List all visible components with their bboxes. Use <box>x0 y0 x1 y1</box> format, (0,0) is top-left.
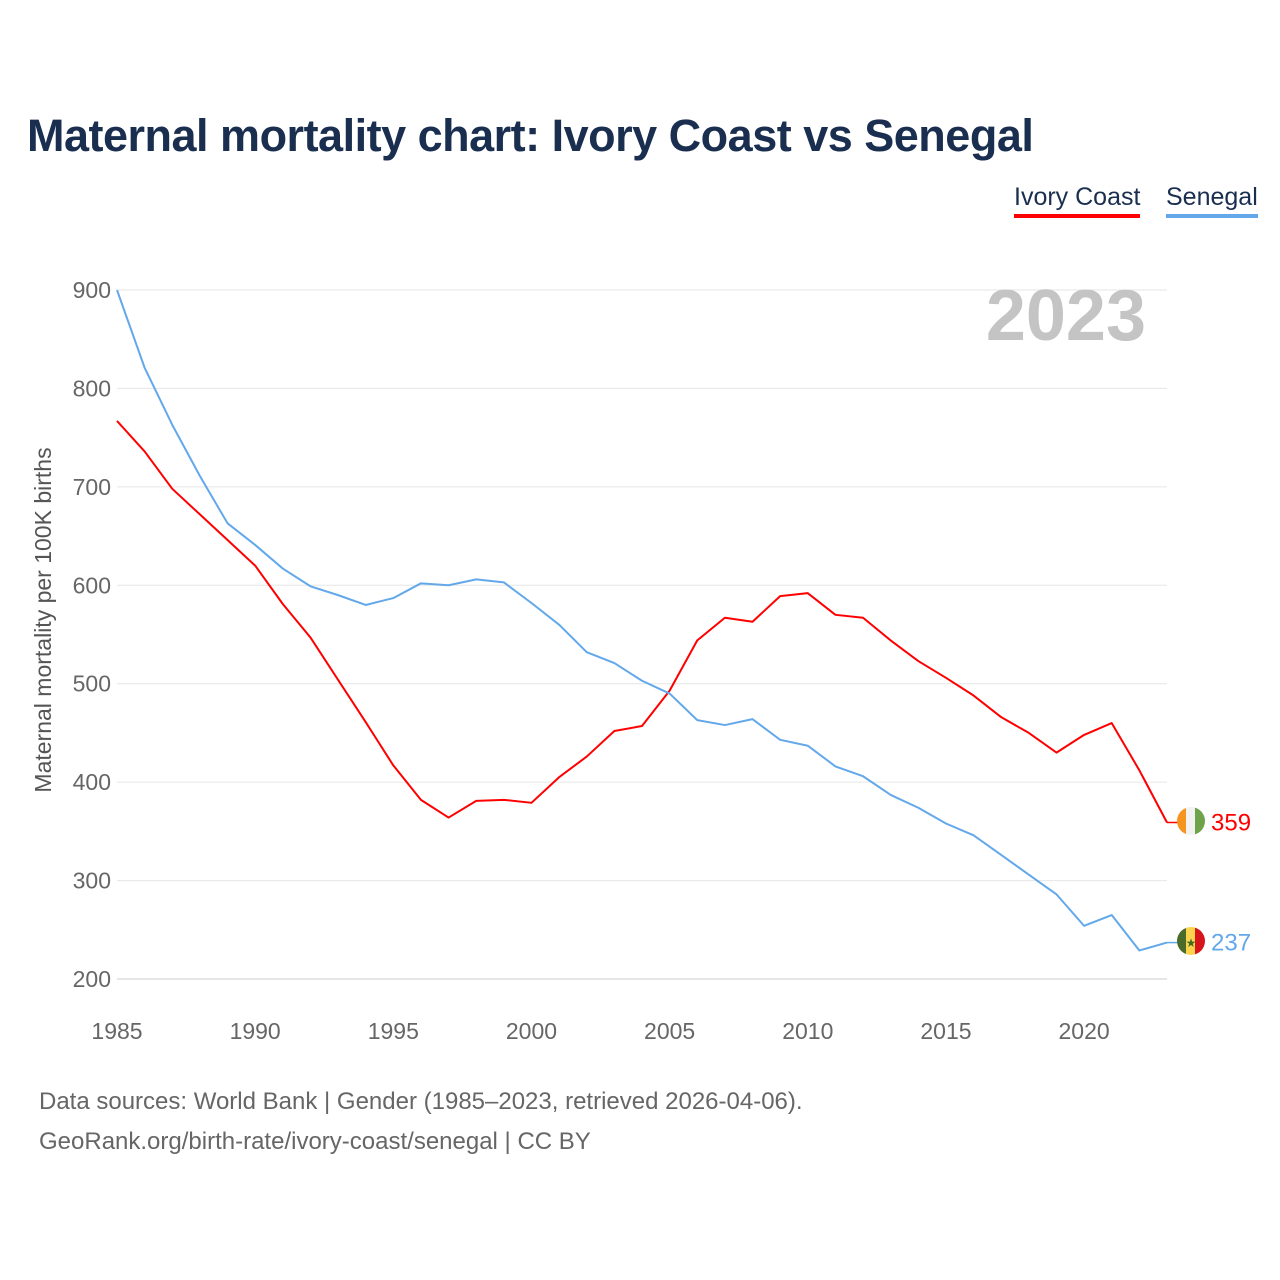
x-tick-label: 2000 <box>506 1018 557 1044</box>
legend-ivory-coast[interactable]: Ivory Coast <box>1014 183 1141 218</box>
svg-text:★: ★ <box>1186 936 1197 950</box>
y-axis-label: Maternal mortality per 100K births <box>30 447 56 792</box>
footer-source: Data sources: World Bank | Gender (1985–… <box>39 1088 803 1115</box>
footer-link[interactable]: GeoRank.org/birth-rate/ivory-coast/seneg… <box>39 1128 591 1155</box>
chart-title: Maternal mortality chart: Ivory Coast vs… <box>27 110 1034 161</box>
legend-senegal[interactable]: Senegal <box>1166 183 1258 218</box>
series-line-senegal <box>116 289 1168 952</box>
y-tick-label: 300 <box>73 868 111 894</box>
y-tick-label: 900 <box>73 277 111 303</box>
x-tick-label: 1990 <box>230 1018 281 1044</box>
y-tick-label: 700 <box>73 474 111 500</box>
end-value-label: 359 <box>1211 809 1251 836</box>
series-line-ivory-coast <box>116 420 1168 823</box>
y-tick-label: 400 <box>73 769 111 795</box>
year-label: 2023 <box>986 276 1146 356</box>
x-tick-label: 2010 <box>782 1018 833 1044</box>
y-tick-label: 800 <box>73 375 111 401</box>
ivory-coast-flag-icon <box>1177 807 1205 835</box>
senegal-flag-icon: ★ <box>1177 927 1205 955</box>
y-tick-label: 200 <box>73 966 111 992</box>
x-tick-label: 1985 <box>91 1018 142 1044</box>
x-tick-label: 2015 <box>920 1018 971 1044</box>
end-value-label: 237 <box>1211 930 1251 957</box>
y-tick-label: 600 <box>73 572 111 598</box>
x-tick-label: 2005 <box>644 1018 695 1044</box>
x-tick-label: 2020 <box>1059 1018 1110 1044</box>
y-tick-label: 500 <box>73 671 111 697</box>
x-tick-label: 1995 <box>368 1018 419 1044</box>
